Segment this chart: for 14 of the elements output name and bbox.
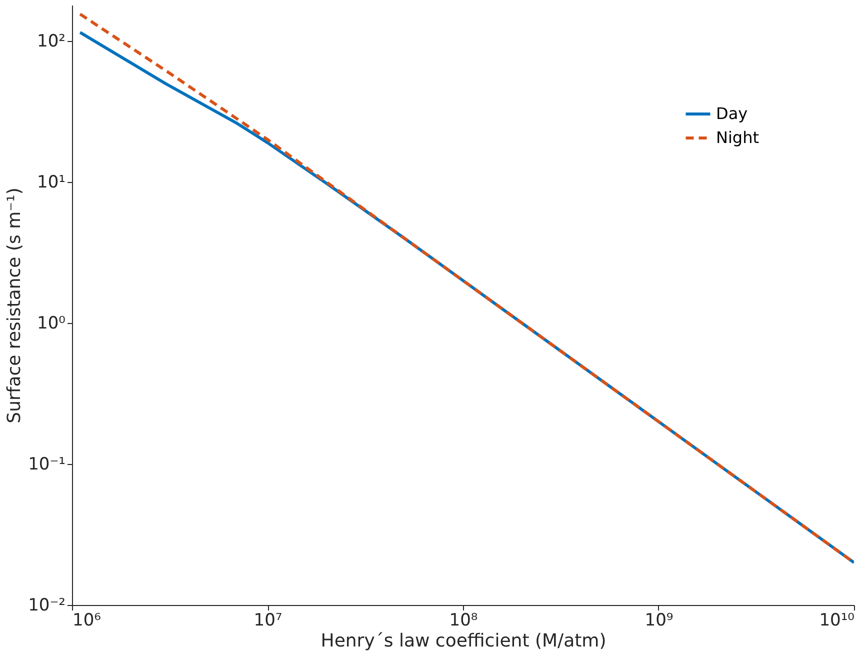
y-tick-label: 10⁰ <box>37 313 66 334</box>
legend-label: Day <box>716 104 748 123</box>
y-tick-label: 10² <box>37 31 66 52</box>
x-tick-label: 10⁹ <box>644 610 674 630</box>
x-tick-label: 10⁸ <box>449 610 478 630</box>
y-axis-title: Surface resistance (s m⁻¹) <box>4 188 26 424</box>
legend-label: Night <box>716 128 759 147</box>
y-tick-label: 10⁻² <box>28 596 66 616</box>
x-axis-title: Henry´s law coefficient (M/atm) <box>320 630 606 652</box>
y-tick-label: 10⁻¹ <box>28 454 66 474</box>
x-tick-label: 10¹⁰ <box>819 610 855 630</box>
x-tick-label: 10⁷ <box>254 610 282 630</box>
x-tick-label: 10⁶ <box>72 610 102 630</box>
y-tick-label: 10¹ <box>37 172 66 192</box>
